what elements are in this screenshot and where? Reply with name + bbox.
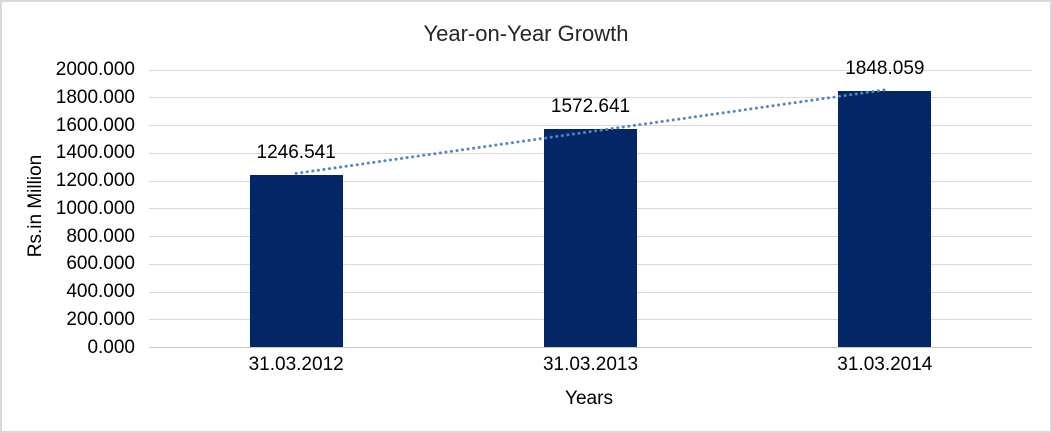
data-label: 1246.541 [256, 141, 336, 163]
gridline [149, 97, 1032, 99]
x-axis-line [149, 347, 1032, 348]
data-label: 1572.641 [550, 96, 631, 118]
gridline [149, 125, 1032, 126]
y-tick-label: 2000.000 [55, 59, 135, 80]
y-tick-label: 1400.000 [55, 142, 135, 164]
chart-title: Year-on-Year Growth [423, 21, 629, 46]
y-tick-label: 1800.000 [55, 86, 135, 108]
y-tick-label: 200.000 [66, 308, 135, 330]
x-tick-label: 31.03.2014 [837, 354, 933, 375]
data-label: 1848.059 [845, 58, 925, 80]
bar-31.03.2012 [249, 174, 343, 348]
bar-31.03.2014 [838, 91, 932, 348]
y-tick-label: 600.000 [66, 253, 135, 275]
x-tick-label: 31.03.2012 [248, 354, 344, 375]
y-tick-label: 1600.000 [55, 114, 135, 136]
gridline [149, 69, 1032, 71]
x-axis-title: Years [565, 388, 613, 409]
y-tick-label: 1200.000 [55, 170, 135, 191]
y-tick-label: 800.000 [66, 225, 135, 247]
y-tick-label: 0.000 [87, 336, 135, 358]
y-tick-label: 400.000 [66, 281, 135, 302]
x-tick-label: 31.03.2013 [542, 354, 639, 375]
bar-31.03.2013 [544, 129, 637, 348]
y-tick-label: 1000.000 [55, 197, 135, 219]
linear-trendline [294, 88, 887, 175]
